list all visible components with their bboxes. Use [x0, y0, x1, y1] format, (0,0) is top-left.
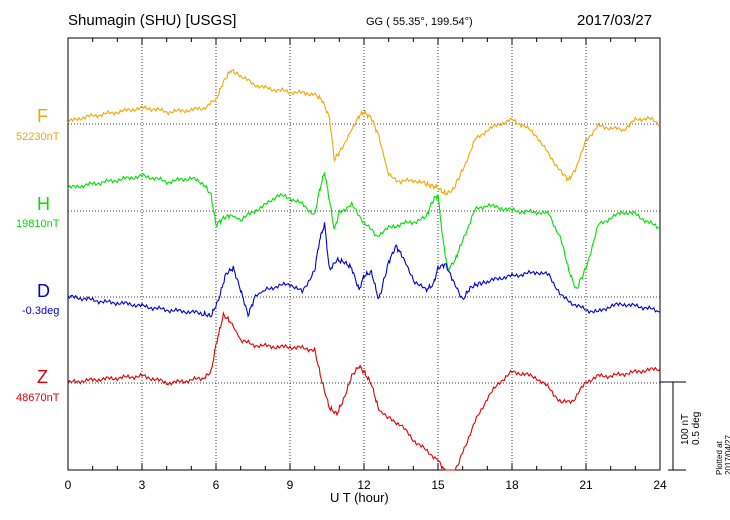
x-tick-label: 6 [213, 478, 220, 492]
series-lines [67, 68, 661, 471]
x-tick-label: 21 [579, 478, 593, 492]
component-d-base: -0.3deg [22, 305, 60, 317]
axis-ticks [67, 38, 661, 470]
x-tick-label: 3 [139, 478, 146, 492]
component-f-base: 52230nT [16, 131, 60, 143]
x-tick-label: 15 [431, 478, 445, 492]
scale-bar [660, 381, 686, 471]
x-tick-label: 0 [65, 478, 72, 492]
x-tick-label: 9 [287, 478, 294, 492]
station-title: Shumagin (SHU) [USGS] [68, 12, 237, 29]
component-z-letter: Z [37, 367, 48, 387]
component-f-letter: F [37, 106, 48, 126]
tick-labels: 0 3 6 9 12 15 18 21 24 [65, 478, 667, 492]
x-axis-label: U T (hour) [330, 490, 389, 505]
component-h-letter: H [37, 194, 50, 214]
series-f-line [67, 68, 661, 196]
grid-lines [68, 38, 660, 470]
x-tick-label: 24 [653, 478, 667, 492]
series-h-line [67, 172, 661, 290]
scale-deg-label: 0.5 deg [691, 411, 702, 445]
x-tick-label: 18 [505, 478, 519, 492]
series-d-line [67, 222, 661, 318]
component-z-base: 48670nT [16, 392, 60, 404]
x-tick-label: 12 [357, 478, 371, 492]
series-z-line [67, 310, 661, 471]
date-label: 2017/03/27 [577, 12, 653, 29]
station-coords: GG ( 55.35°, 199.54°) [366, 16, 473, 28]
plotted-timestamp: Plotted at 2017/04/27 01:31 UT [715, 434, 730, 475]
scale-nt-label: 100 nT [680, 413, 691, 445]
component-h-base: 19810nT [16, 218, 60, 230]
component-d-letter: D [37, 281, 50, 301]
